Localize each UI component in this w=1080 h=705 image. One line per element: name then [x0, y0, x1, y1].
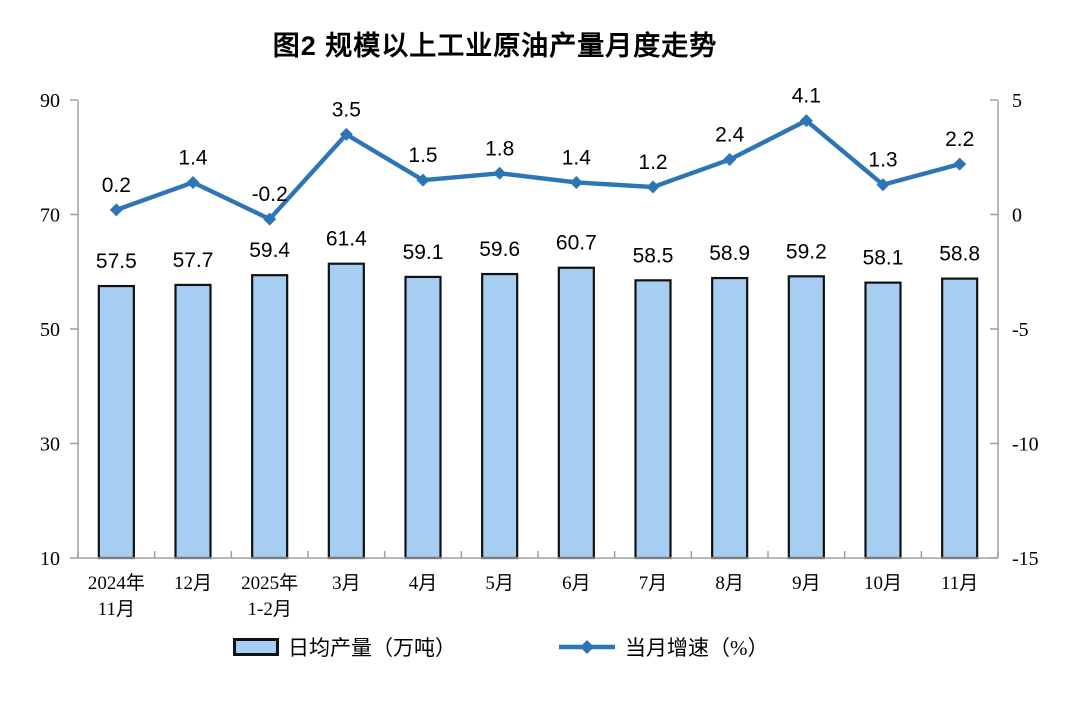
left-axis-tick-label: 10 [40, 548, 60, 570]
line-value-label-9: 4.1 [792, 85, 821, 108]
right-axis-tick-label: -15 [1012, 548, 1039, 570]
line-value-label-2: -0.2 [252, 183, 288, 206]
x-axis-category-label-8: 8月 [715, 573, 744, 594]
bar-value-label-2: 59.4 [249, 239, 290, 262]
line-diamond-marker-11 [953, 157, 967, 171]
x-axis-category-label-11: 11月 [941, 573, 978, 594]
bar-value-label-5: 59.6 [479, 238, 520, 261]
bar-value-label-6: 60.7 [556, 232, 597, 255]
left-axis-tick-label: 70 [40, 205, 60, 227]
bar-series-swatch-icon [233, 638, 279, 656]
right-axis-tick-label: -5 [1012, 319, 1029, 341]
line-diamond-marker-7 [646, 180, 660, 194]
x-axis-category-label-2: 1-2月 [248, 599, 292, 620]
x-axis-category-label-7: 7月 [639, 573, 668, 594]
x-axis-category-label-0: 2024年 [88, 572, 145, 594]
x-axis-category-label-10: 10月 [864, 573, 902, 594]
line-value-label-7: 1.2 [638, 151, 667, 174]
line-value-label-8: 2.4 [715, 124, 745, 147]
bar-8 [711, 276, 749, 560]
line-diamond-marker-5 [493, 166, 507, 180]
bar-value-label-8: 58.9 [709, 242, 750, 265]
bar-value-label-4: 59.1 [403, 241, 444, 264]
bar-value-label-7: 58.5 [633, 244, 674, 267]
line-diamond-marker-6 [569, 175, 583, 189]
x-axis-category-label-0: 11月 [98, 599, 135, 620]
x-axis-category-label-4: 4月 [409, 573, 438, 594]
line-diamond-marker-8 [723, 153, 737, 167]
left-axis-tick-label: 50 [40, 319, 60, 341]
bar-10 [864, 281, 902, 560]
line-diamond-marker-1 [186, 175, 200, 189]
line-value-label-10: 1.3 [868, 149, 897, 172]
x-axis-category-label-3: 3月 [332, 573, 361, 594]
line-diamond-marker-10 [876, 178, 890, 192]
bar-value-label-3: 61.4 [326, 228, 367, 251]
line-diamond-marker-2 [263, 212, 277, 226]
legend-item-bar-series: 日均产量（万吨） [233, 632, 456, 662]
line-diamond-marker-9 [799, 114, 813, 128]
line-value-label-4: 1.5 [408, 144, 437, 167]
line-diamond-marker-0 [109, 203, 123, 217]
bar-value-label-0: 57.5 [96, 250, 137, 273]
left-axis-tick-label: 30 [40, 434, 60, 456]
x-axis-category-label-6: 6月 [562, 573, 591, 594]
line-value-label-6: 1.4 [562, 146, 592, 169]
x-axis-category-label-9: 9月 [792, 573, 821, 594]
line-value-label-11: 2.2 [945, 128, 974, 151]
line-series-legend-label: 当月增速（%） [625, 636, 769, 660]
bar-0 [97, 284, 135, 560]
bar-3 [327, 262, 365, 560]
line-series-swatch-icon [559, 640, 615, 654]
legend-item-line-series: 当月增速（%） [558, 632, 769, 662]
bar-9 [787, 275, 825, 560]
x-axis-category-label-5: 5月 [485, 573, 514, 594]
bar-6 [557, 266, 595, 560]
bar-1 [174, 283, 212, 560]
line-value-label-5: 1.8 [485, 137, 514, 160]
bar-5 [481, 272, 519, 560]
right-axis-tick-label: 5 [1012, 90, 1022, 112]
bar-4 [404, 275, 442, 560]
growth-line [114, 118, 962, 222]
line-value-label-0: 0.2 [102, 174, 131, 197]
chart-title: 图2 规模以上工业原油产量月度走势 [272, 31, 718, 61]
left-axis-tick-label: 90 [40, 90, 60, 112]
bar-2 [251, 274, 289, 560]
line-diamond-marker-4 [416, 173, 430, 187]
line-value-label-3: 3.5 [332, 98, 361, 121]
bar-11 [941, 277, 979, 560]
bar-value-label-10: 58.1 [863, 247, 904, 270]
line-value-label-1: 1.4 [178, 146, 208, 169]
x-axis-category-label-1: 12月 [174, 573, 212, 594]
right-axis-tick-label: 0 [1012, 205, 1022, 227]
right-axis-tick-label: -10 [1012, 434, 1039, 456]
bar-value-label-9: 59.2 [786, 240, 827, 263]
bar-series-legend-label: 日均产量（万吨） [288, 636, 456, 660]
bar-7 [634, 279, 672, 560]
bar-value-label-11: 58.8 [939, 243, 980, 266]
legend-diamond-marker-icon [580, 640, 594, 654]
line-diamond-marker-3 [339, 127, 353, 141]
x-axis-category-label-2: 2025年 [241, 572, 298, 594]
bar-value-label-1: 57.7 [173, 249, 214, 272]
